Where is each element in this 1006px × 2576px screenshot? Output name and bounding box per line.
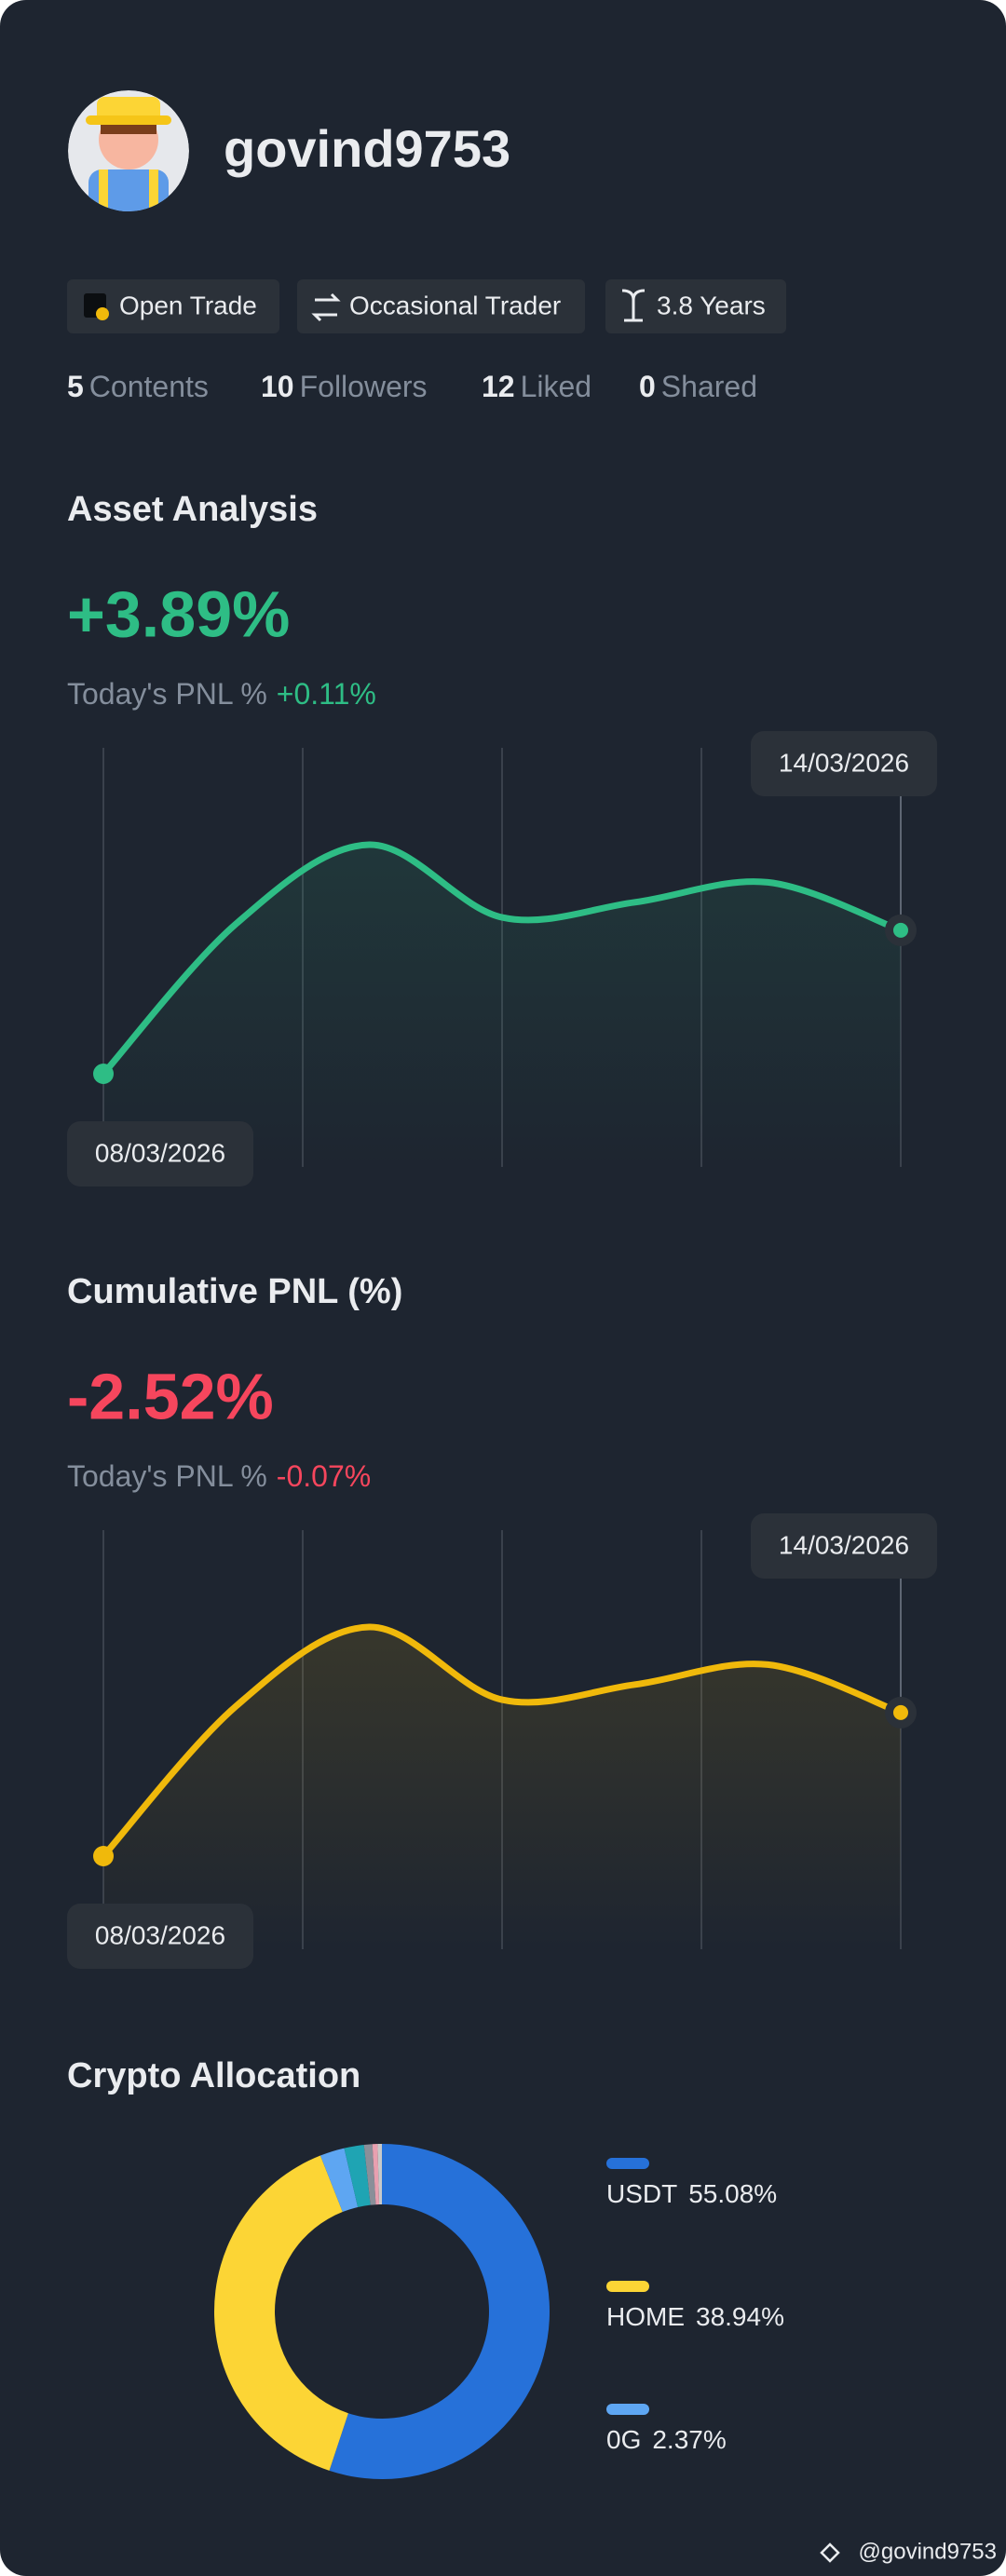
donut-slice (214, 2155, 348, 2471)
end-point (893, 1704, 908, 1720)
end-point (893, 922, 908, 938)
today-label: Today's PNL % (67, 1459, 267, 1493)
date-tooltip (67, 1121, 253, 1186)
section-title: Cumulative PNL (%) (67, 1272, 402, 1311)
stat-count: 0 (639, 370, 656, 403)
summary-value: +3.89% (67, 577, 290, 650)
donut-slice (319, 2148, 359, 2213)
legend-swatch (606, 2158, 649, 2169)
date-label: 08/03/2026 (95, 1920, 225, 1949)
summary-value: -2.52% (67, 1360, 274, 1432)
stat: 10 Followers (261, 370, 428, 403)
start-point (93, 1846, 114, 1866)
area (103, 844, 901, 1167)
section-title: Crypto Allocation (67, 2056, 360, 2095)
date-label: 14/03/2026 (779, 748, 909, 777)
stat-count: 5 (67, 370, 84, 403)
avatar (68, 90, 189, 211)
legend-entry: HOME 38.94% (606, 2302, 784, 2331)
badge: Open Trade (67, 279, 279, 333)
username: govind9753 (224, 119, 510, 178)
today-pnl: Today's PNL % +0.11% (67, 677, 376, 711)
badge: 3.8 Years (605, 279, 786, 333)
date-tooltip (751, 1513, 937, 1579)
watermark-icon (820, 2542, 840, 2563)
stat: 12 Liked (482, 370, 591, 403)
donut-slice (363, 2144, 376, 2205)
today-pnl: Today's PNL % -0.07% (67, 1459, 371, 1493)
watermark: @govind9753 (859, 2539, 997, 2564)
badge-label: Occasional Trader (349, 291, 561, 319)
donut-slice (344, 2145, 371, 2207)
date-label: 08/03/2026 (95, 1138, 225, 1167)
donut-slice (377, 2144, 382, 2205)
donut-slice (329, 2144, 550, 2479)
stat-label: Shared (661, 370, 757, 403)
stat-count: 10 (261, 370, 294, 403)
badge-label: 3.8 Years (657, 291, 766, 319)
legend-swatch (606, 2404, 649, 2415)
stat-label: Liked (521, 370, 592, 403)
legend-name: USDT (606, 2179, 677, 2208)
area (103, 1626, 901, 1949)
start-point (93, 1064, 114, 1084)
legend-name: HOME (606, 2302, 685, 2331)
stat-count: 12 (482, 370, 515, 403)
date-tooltip (67, 1904, 253, 1969)
legend-value: 2.37% (652, 2425, 726, 2454)
today-value: +0.11% (277, 677, 376, 711)
donut-slice (372, 2144, 380, 2205)
line (101, 1623, 903, 1859)
legend-entry: USDT 55.08% (606, 2179, 777, 2208)
today-value: -0.07% (277, 1459, 371, 1493)
stat: 0 Shared (639, 370, 757, 403)
legend-value: 55.08% (688, 2179, 777, 2208)
stats: 5 Contents 10 Followers 12 Liked 0 Shared (67, 370, 757, 403)
stat-label: Followers (300, 370, 428, 403)
legend-name: 0G (606, 2425, 641, 2454)
badge: Occasional Trader (297, 279, 585, 333)
stat: 5 Contents (67, 370, 209, 403)
today-label: Today's PNL % (67, 677, 267, 711)
stat-label: Contents (89, 370, 209, 403)
legend-swatch (606, 2281, 649, 2292)
date-tooltip (751, 731, 937, 796)
legend-entry: 0G 2.37% (606, 2425, 727, 2454)
line (101, 841, 903, 1077)
date-label: 14/03/2026 (779, 1530, 909, 1559)
badge-label: Open Trade (119, 291, 257, 319)
legend-value: 38.94% (696, 2302, 784, 2331)
section-title: Asset Analysis (67, 490, 318, 529)
